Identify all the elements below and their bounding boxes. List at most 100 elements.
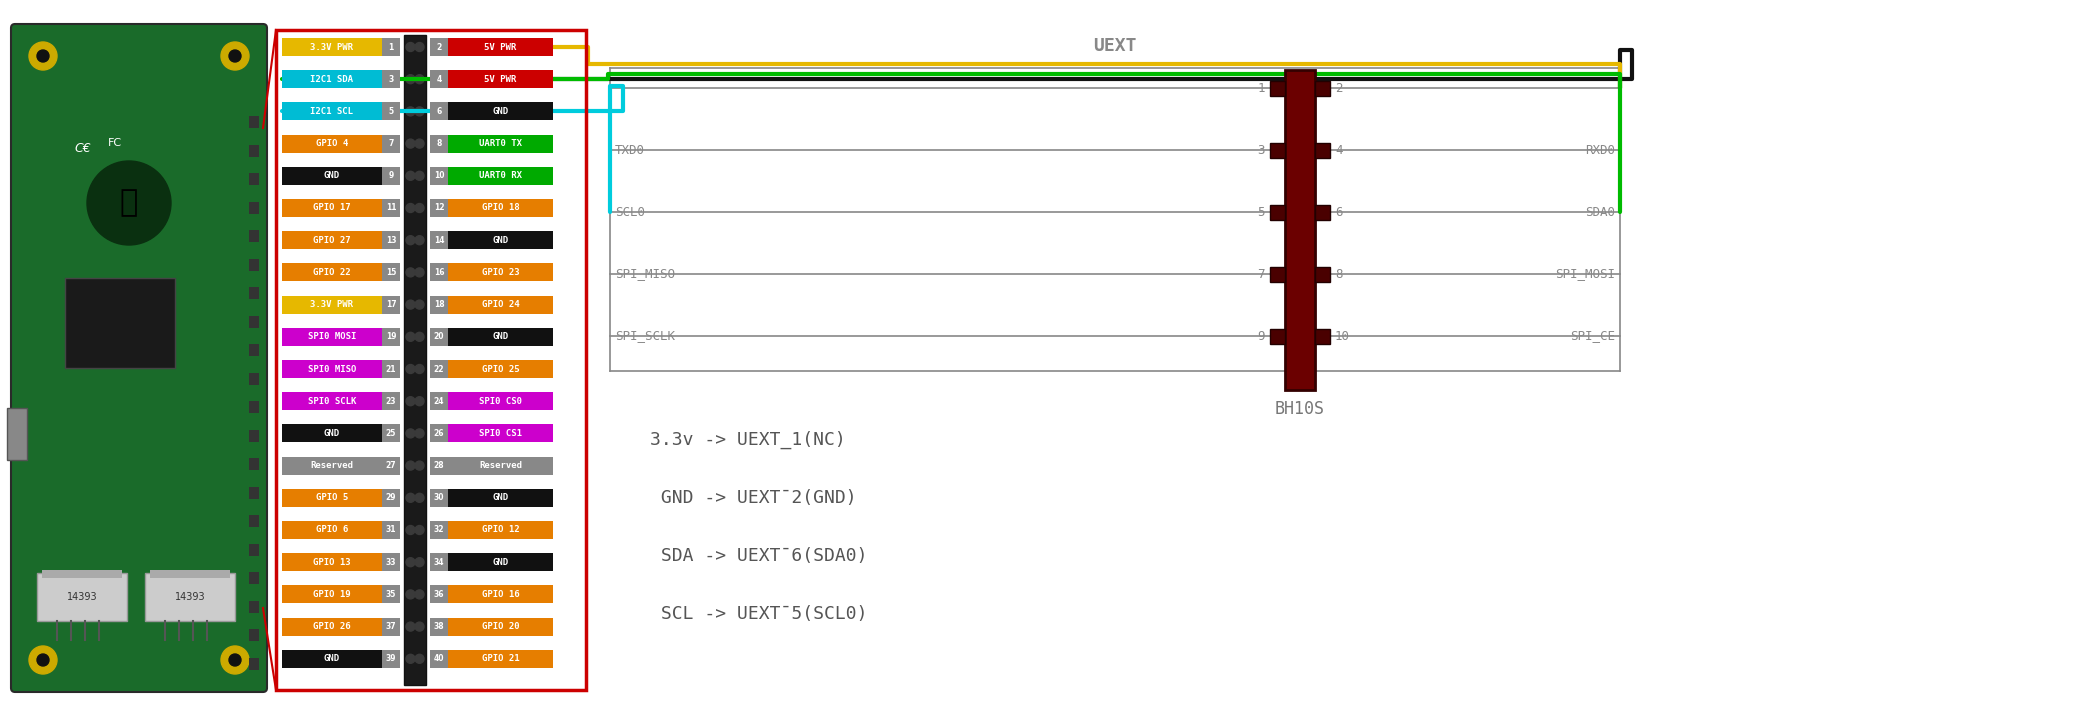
Circle shape [415,590,423,599]
Text: 33: 33 [386,558,396,567]
Circle shape [88,161,171,245]
Bar [429,521,448,539]
Bar [381,38,400,56]
Bar [281,424,381,442]
Bar [281,521,381,539]
Text: 40: 40 [433,654,444,663]
Text: 37: 37 [386,622,396,631]
Text: Reserved: Reserved [479,461,521,470]
Bar [281,135,381,153]
Bar [381,521,400,539]
Bar [248,600,258,613]
Text: 11: 11 [386,204,396,212]
Bar [1315,81,1330,96]
Text: 3.3v -> UEXT_1(NC): 3.3v -> UEXT_1(NC) [650,431,846,449]
Circle shape [406,107,415,116]
Circle shape [406,654,415,663]
Bar [281,296,381,314]
Text: SPI_MOSI: SPI_MOSI [1555,268,1615,281]
Text: BH10S: BH10S [1275,400,1325,418]
Bar [429,102,448,120]
Text: 6: 6 [1336,205,1342,218]
Text: 6: 6 [436,107,442,116]
Bar [448,553,552,571]
Bar [381,231,400,249]
Circle shape [406,333,415,341]
Text: RXD0: RXD0 [1586,143,1615,156]
Text: 12: 12 [433,204,444,212]
Bar [248,629,258,641]
Bar [248,202,258,214]
Bar [448,328,552,346]
Circle shape [406,590,415,599]
Text: Reserved: Reserved [311,461,354,470]
Text: SCL0: SCL0 [615,205,646,218]
Text: 21: 21 [386,364,396,374]
Bar [1269,205,1286,220]
Text: 24: 24 [433,397,444,405]
Bar [248,458,258,470]
Circle shape [406,139,415,148]
Text: 13: 13 [386,235,396,245]
Bar [248,287,258,299]
Bar [381,167,400,185]
Bar [429,199,448,217]
Bar [429,456,448,474]
Text: 38: 38 [433,622,444,631]
Text: SPI0 MISO: SPI0 MISO [308,364,356,374]
Bar [429,167,448,185]
Bar [429,231,448,249]
Text: GPIO 6: GPIO 6 [317,526,348,534]
Circle shape [406,171,415,180]
Text: GPIO 17: GPIO 17 [313,204,350,212]
Text: SDA -> UEXT¯6(SDA0): SDA -> UEXT¯6(SDA0) [650,547,867,565]
Bar [281,456,381,474]
Text: 35: 35 [386,590,396,599]
Bar [150,570,229,578]
Text: 5V PWR: 5V PWR [483,42,517,52]
Bar [381,199,400,217]
Text: GPIO 22: GPIO 22 [313,268,350,277]
Bar [429,264,448,282]
Bar [65,278,175,368]
Circle shape [406,622,415,631]
Bar [448,102,552,120]
Circle shape [415,204,423,212]
Circle shape [38,654,50,666]
Bar [281,199,381,217]
Text: 5V PWR: 5V PWR [483,75,517,84]
Bar [1269,267,1286,282]
Bar [381,392,400,410]
Bar [1315,205,1330,220]
Circle shape [229,654,242,666]
Text: GPIO 23: GPIO 23 [481,268,519,277]
Bar [404,35,425,685]
Bar [429,360,448,378]
Circle shape [406,235,415,245]
Text: 3.3V PWR: 3.3V PWR [311,300,354,309]
Bar [248,657,258,670]
Text: GPIO 13: GPIO 13 [313,558,350,567]
Bar [381,618,400,636]
Text: GPIO 27: GPIO 27 [313,235,350,245]
Text: 17: 17 [386,300,396,309]
Text: GPIO 16: GPIO 16 [481,590,519,599]
Text: 2: 2 [1336,81,1342,94]
Bar [42,570,123,578]
Text: 32: 32 [433,526,444,534]
Text: 30: 30 [433,493,444,503]
Text: 3: 3 [1257,143,1265,156]
Text: 9: 9 [1257,330,1265,343]
Text: I2C1 SDA: I2C1 SDA [311,75,354,84]
Bar [381,360,400,378]
Text: 1: 1 [388,42,394,52]
Bar [1315,329,1330,344]
Bar [248,401,258,413]
Text: SPI_CE: SPI_CE [1569,330,1615,343]
Bar [248,572,258,584]
Circle shape [221,646,248,674]
FancyBboxPatch shape [10,24,267,692]
Bar [448,424,552,442]
Text: GND: GND [492,107,508,116]
Circle shape [406,204,415,212]
